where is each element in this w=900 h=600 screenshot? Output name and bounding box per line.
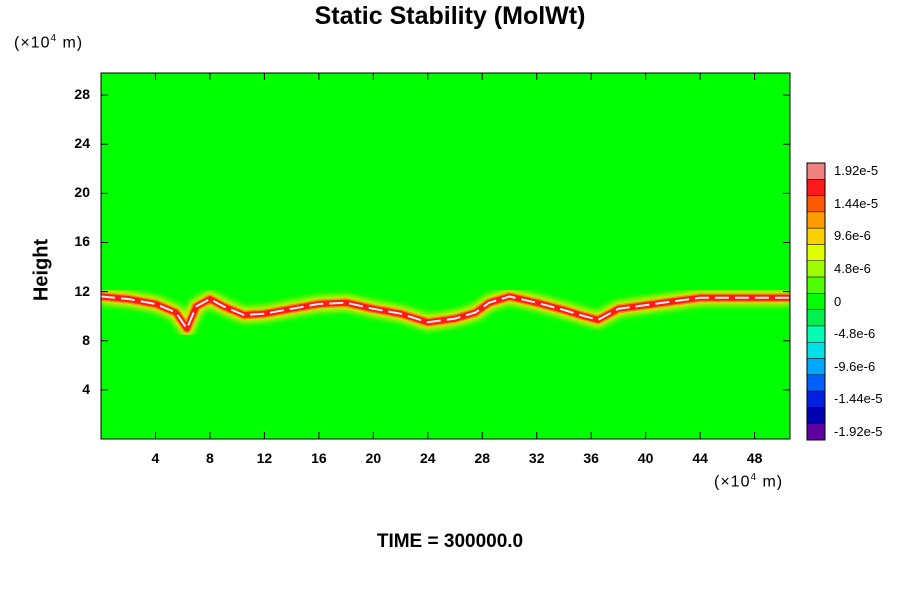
colorbar-label: -1.44e-5 bbox=[834, 391, 883, 407]
time-label: TIME = 300000.0 bbox=[376, 531, 524, 552]
x-tick-label: 28 bbox=[474, 450, 491, 466]
colorbar-swatch bbox=[806, 179, 826, 196]
x-tick-label: 32 bbox=[528, 450, 545, 466]
colorbar-swatch bbox=[806, 374, 826, 392]
colorbar-label: 1.92e-5 bbox=[834, 163, 879, 178]
colorbar-frame bbox=[806, 162, 826, 441]
x-axis-unit: (×104 m) bbox=[714, 472, 784, 491]
band-core bbox=[101, 295, 790, 330]
colorbar-swatch bbox=[806, 358, 826, 376]
colorbar-swatch bbox=[806, 309, 826, 327]
tropopause-band bbox=[101, 288, 790, 337]
colorbar-swatch bbox=[806, 341, 826, 359]
colorbar-swatch bbox=[806, 227, 826, 245]
x-tick-label: 44 bbox=[692, 450, 708, 466]
colorbar-swatch bbox=[806, 293, 826, 310]
colorbar-label: 9.6e-6 bbox=[834, 228, 871, 244]
x-tick-label: 24 bbox=[420, 450, 436, 466]
x-tick-label: 12 bbox=[256, 450, 273, 466]
y-tick-label: 16 bbox=[74, 233, 90, 250]
colorbar-swatch bbox=[806, 211, 826, 229]
colorbar-swatch bbox=[806, 195, 826, 213]
y-tick-label: 28 bbox=[74, 86, 90, 103]
x-tick-label: 4 bbox=[151, 450, 160, 466]
colorbar-label: -9.6e-6 bbox=[834, 358, 876, 374]
field-background bbox=[101, 73, 790, 439]
colorbar-swatch bbox=[806, 325, 826, 343]
x-tick-label: 36 bbox=[583, 450, 599, 466]
colorbar-label: 1.44e-5 bbox=[834, 195, 879, 211]
colorbar-swatch bbox=[806, 162, 826, 180]
y-tick-label: 8 bbox=[82, 331, 90, 348]
y-tick-label: 4 bbox=[82, 380, 90, 397]
y-tick-label: 20 bbox=[74, 184, 90, 201]
x-tick-label: 16 bbox=[311, 450, 327, 466]
colorbar bbox=[806, 162, 826, 441]
chart-title: Static Stability (MolWt) bbox=[314, 2, 586, 30]
colorbar-swatch bbox=[806, 276, 826, 294]
colorbar-label: -4.8e-6 bbox=[834, 326, 876, 342]
colorbar-swatch bbox=[806, 390, 826, 408]
y-tick-label: 24 bbox=[74, 135, 90, 152]
colorbar-label: 0 bbox=[834, 293, 842, 309]
x-tick-label: 40 bbox=[637, 450, 654, 466]
plot-area bbox=[101, 73, 790, 439]
axes bbox=[100, 72, 791, 440]
plot-frame bbox=[100, 72, 791, 440]
colorbar-label: -1.92e-5 bbox=[834, 424, 883, 439]
colorbar-label: 4.8e-6 bbox=[834, 260, 871, 276]
y-axis-unit: (×104 m) bbox=[14, 33, 84, 52]
colorbar-swatch bbox=[806, 407, 826, 424]
colorbar-swatch bbox=[806, 260, 826, 278]
x-tick-label: 20 bbox=[365, 450, 382, 466]
x-tick-label: 8 bbox=[206, 450, 214, 466]
y-tick-label: 12 bbox=[74, 282, 90, 299]
colorbar-swatch bbox=[806, 423, 826, 441]
x-tick-label: 48 bbox=[746, 450, 763, 466]
colorbar-swatch bbox=[806, 244, 826, 262]
